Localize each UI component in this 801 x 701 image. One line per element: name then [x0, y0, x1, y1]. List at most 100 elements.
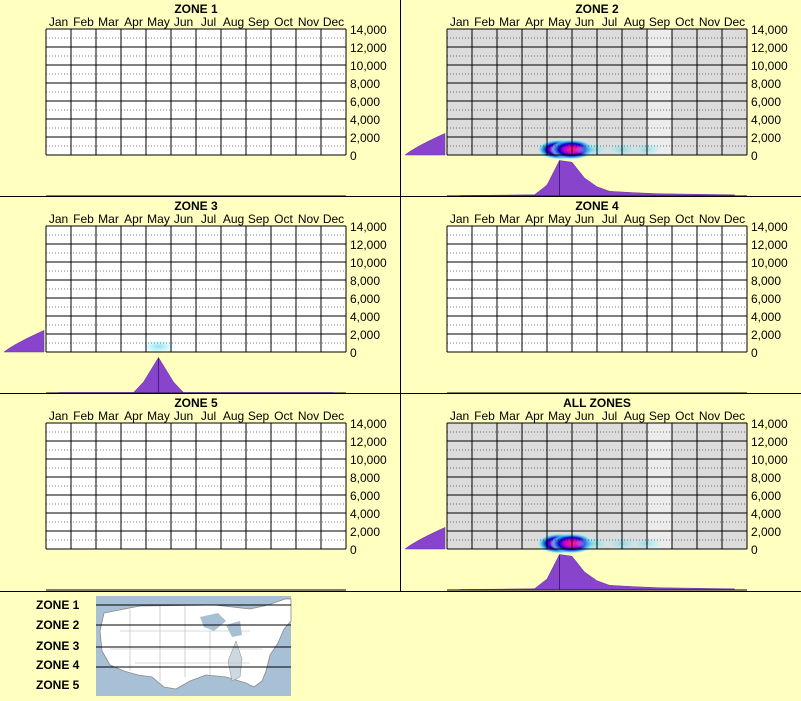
y-tick-label: 0 [751, 346, 758, 360]
active-month-shade [472, 29, 497, 155]
month-label-jun: Jun [174, 15, 193, 29]
y-tick-label: 4,000 [350, 310, 380, 324]
y-tick-label: 4,000 [751, 310, 781, 324]
y-tick-label: 2,000 [751, 131, 781, 145]
legend-zone-5: ZONE 5 [36, 678, 80, 692]
legend-frame [0, 591, 801, 696]
y-tick-label: 6,000 [350, 489, 380, 503]
month-label-oct: Oct [675, 212, 694, 226]
month-label-jun: Jun [575, 409, 594, 423]
y-tick-label: 14,000 [350, 220, 387, 234]
month-label-jun: Jun [174, 212, 193, 226]
month-label-dec: Dec [323, 15, 344, 29]
month-label-sep: Sep [649, 212, 671, 226]
month-label-feb: Feb [73, 409, 94, 423]
y-tick-label: 0 [350, 543, 357, 557]
month-label-nov: Nov [699, 212, 720, 226]
month-label-apr: Apr [525, 212, 544, 226]
active-month-shade [697, 423, 722, 549]
us-map-image [96, 596, 292, 696]
heat-spot [141, 339, 176, 354]
y-tick-label: 6,000 [751, 292, 781, 306]
month-label-jun: Jun [575, 15, 594, 29]
legend-zone-4: ZONE 4 [36, 658, 80, 672]
chart-title: ZONE 5 [174, 396, 218, 410]
month-label-jun: Jun [174, 409, 193, 423]
month-distribution [459, 554, 735, 590]
active-month-shade [622, 423, 647, 549]
active-month-shade [647, 423, 672, 549]
elevation-distribution [404, 527, 446, 550]
month-label-feb: Feb [474, 212, 495, 226]
month-label-mar: Mar [499, 15, 520, 29]
month-label-apr: Apr [124, 212, 143, 226]
y-tick-label: 8,000 [350, 274, 380, 288]
month-label-jul: Jul [602, 212, 617, 226]
month-label-nov: Nov [699, 15, 720, 29]
zone-charts: ZONE 1 Jan Feb Mar Apr May Jun Jul Aug Sep Oct Nov D… [0, 0, 801, 591]
elevation-distribution [3, 330, 45, 353]
chart-title: ZONE 3 [174, 199, 218, 213]
month-label-aug: Aug [223, 409, 244, 423]
month-distribution [58, 357, 334, 393]
y-tick-label: 2,000 [350, 131, 380, 145]
month-label-dec: Dec [323, 409, 344, 423]
legend-zone-1: ZONE 1 [36, 598, 80, 612]
active-month-shade [722, 423, 747, 549]
y-tick-label: 6,000 [751, 95, 781, 109]
month-label-oct: Oct [675, 409, 694, 423]
month-label-dec: Dec [724, 212, 745, 226]
y-tick-label: 6,000 [350, 292, 380, 306]
month-label-jan: Jan [49, 409, 68, 423]
active-month-shade [547, 29, 572, 155]
y-tick-label: 4,000 [350, 507, 380, 521]
chart-all-zones: ALL ZONES Jan Feb Mar Apr May Jun Jul Aug Sep Oct N… [404, 396, 788, 591]
y-tick-label: 12,000 [350, 238, 387, 252]
month-label-sep: Sep [248, 212, 270, 226]
active-month-shade [497, 29, 522, 155]
y-tick-label: 4,000 [751, 113, 781, 127]
month-label-sep: Sep [649, 15, 671, 29]
month-label-dec: Dec [724, 15, 745, 29]
active-month-shade [472, 423, 497, 549]
month-distribution [459, 160, 735, 196]
y-tick-label: 2,000 [751, 328, 781, 342]
y-tick-label: 8,000 [350, 77, 380, 91]
month-label-aug: Aug [223, 15, 244, 29]
heat-spot [574, 142, 610, 157]
month-label-jan: Jan [49, 212, 68, 226]
y-tick-label: 6,000 [751, 489, 781, 503]
chart-zone-1: ZONE 1 Jan Feb Mar Apr May Jun Jul Aug Sep Oct Nov D… [45, 2, 387, 197]
y-tick-label: 6,000 [350, 95, 380, 109]
month-label-mar: Mar [499, 212, 520, 226]
chart-title: ZONE 1 [174, 2, 218, 16]
month-label-apr: Apr [124, 15, 143, 29]
y-tick-label: 4,000 [350, 113, 380, 127]
month-label-feb: Feb [474, 15, 495, 29]
month-label-may: May [147, 409, 170, 423]
month-label-sep: Sep [248, 409, 270, 423]
chart-title: ZONE 2 [575, 2, 619, 16]
elevation-distribution [404, 133, 446, 156]
active-month-shade [572, 29, 597, 155]
y-tick-label: 14,000 [751, 23, 788, 37]
y-tick-label: 8,000 [751, 274, 781, 288]
month-label-nov: Nov [298, 15, 319, 29]
month-label-feb: Feb [73, 212, 94, 226]
y-tick-label: 10,000 [350, 256, 387, 270]
y-tick-label: 10,000 [751, 59, 788, 73]
month-label-sep: Sep [248, 15, 270, 29]
month-label-jul: Jul [602, 409, 617, 423]
month-label-aug: Aug [223, 212, 244, 226]
legend-zone-2: ZONE 2 [36, 618, 80, 632]
y-tick-label: 12,000 [751, 41, 788, 55]
month-label-mar: Mar [98, 212, 119, 226]
y-tick-label: 10,000 [751, 256, 788, 270]
active-month-shade [722, 29, 747, 155]
y-tick-label: 8,000 [751, 471, 781, 485]
month-label-mar: Mar [499, 409, 520, 423]
heat-spot [574, 536, 610, 551]
month-label-jul: Jul [201, 409, 216, 423]
y-tick-label: 12,000 [751, 238, 788, 252]
y-tick-label: 10,000 [350, 453, 387, 467]
